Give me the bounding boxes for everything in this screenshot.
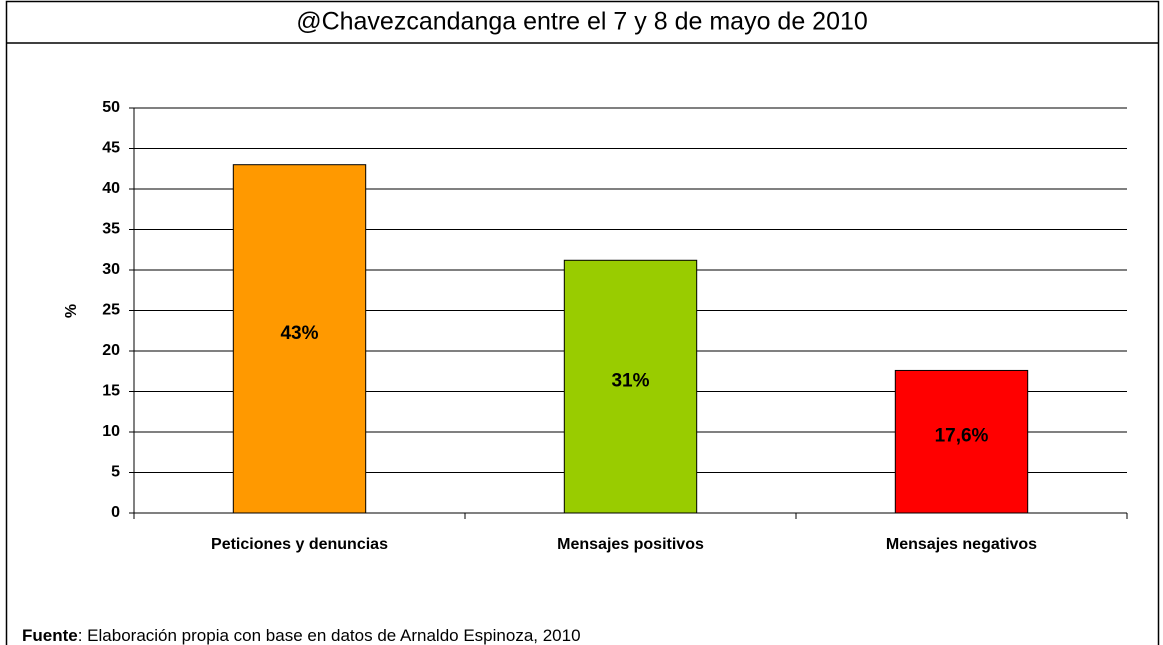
x-tick-label: Mensajes positivos (557, 536, 704, 553)
value-label: 31% (611, 371, 649, 392)
y-tick-label: 45 (102, 140, 120, 157)
bar (894, 369, 1029, 514)
frame (5, 0, 1160, 645)
bar (563, 259, 698, 514)
bar (232, 164, 367, 514)
value-label: 43% (280, 323, 318, 344)
y-tick-label: 5 (111, 464, 120, 481)
y-tick-label: 30 (102, 261, 120, 278)
y-tick-label: 0 (111, 504, 120, 521)
x-tick-label: Mensajes negativos (886, 536, 1037, 553)
x-tick-label: Peticiones y denuncias (211, 536, 388, 553)
y-tick-label: 35 (102, 221, 120, 238)
y-tick-label: 25 (102, 302, 120, 319)
chart-title: @Chavezcandanga entre el 7 y 8 de mayo d… (296, 8, 868, 36)
value-label: 17,6% (935, 426, 989, 447)
y-tick-label: 50 (102, 99, 120, 116)
y-axis-label: % (63, 304, 80, 318)
y-tick-label: 10 (102, 423, 120, 440)
source-text: : Elaboración propia con base en datos d… (78, 626, 581, 645)
y-tick-label: 40 (102, 180, 120, 197)
y-tick-label: 15 (102, 383, 120, 400)
source: Fuente: Elaboración propia con base en d… (22, 626, 581, 645)
source-label: Fuente (22, 626, 78, 645)
y-tick-label: 20 (102, 342, 120, 359)
